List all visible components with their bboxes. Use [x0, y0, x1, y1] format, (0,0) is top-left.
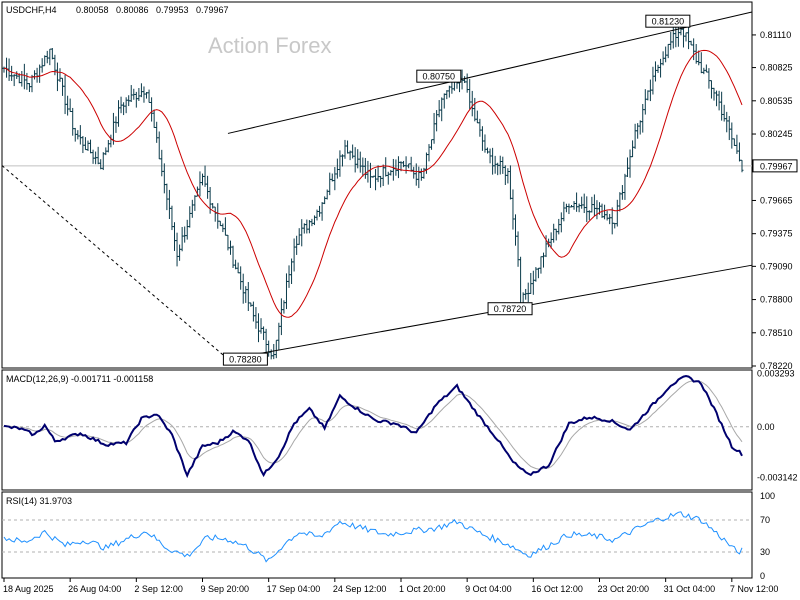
- price-annotation: 0.80750: [416, 69, 462, 83]
- x-tick-label: 26 Aug 04:00: [68, 584, 121, 594]
- y-tick-label: 0.78220: [760, 361, 793, 371]
- main-panel: [1, 1, 753, 369]
- macd-title: MACD(12,26,9) -0.001711 -0.001158: [6, 374, 153, 384]
- price-annotation: 0.78280: [222, 352, 268, 366]
- price-annotation: 0.81230: [645, 14, 691, 28]
- y-tick-label: 0.79375: [760, 229, 793, 239]
- y-tick-label: 0.80245: [760, 129, 793, 139]
- rsi-title: RSI(14) 31.9703: [6, 496, 72, 506]
- main-title: USDCHF,H4: [6, 5, 57, 15]
- macd-y-tick-label: -0.003142: [757, 472, 798, 482]
- rsi-line: [3, 511, 743, 563]
- x-tick-label: 23 Oct 20:00: [597, 584, 649, 594]
- annotation-label: 0.80750: [423, 72, 456, 82]
- x-tick-label: 1 Oct 20:00: [399, 584, 446, 594]
- rsi-y-tick-label: 100: [760, 491, 775, 501]
- x-tick-label: 24 Sep 12:00: [333, 584, 387, 594]
- ohlc-high: 0.80086: [116, 5, 149, 15]
- annotation-label: 0.78720: [494, 304, 527, 314]
- annotation-label: 0.78280: [229, 355, 262, 365]
- x-tick-label: 16 Oct 12:00: [531, 584, 583, 594]
- y-tick-label: 0.81110: [760, 30, 791, 40]
- rsi-panel: [1, 491, 753, 579]
- price-annotation: 0.78720: [487, 302, 533, 316]
- rsi-y-tick-label: 70: [760, 515, 770, 525]
- ohlc-low: 0.79953: [156, 5, 189, 15]
- macd-panel: [1, 369, 753, 491]
- y-tick-label: 0.79090: [760, 261, 793, 271]
- x-tick-label: 9 Oct 04:00: [465, 584, 512, 594]
- y-tick-label: 0.80535: [760, 96, 793, 106]
- x-tick-label: 9 Sep 20:00: [200, 584, 249, 594]
- rsi-y-tick-label: 30: [760, 547, 770, 557]
- x-tick-label: 31 Oct 04:00: [664, 584, 716, 594]
- ohlc-close: 0.79967: [196, 5, 229, 15]
- y-tick-label: 0.78510: [760, 328, 793, 338]
- channel-upper-line: [227, 11, 753, 134]
- ohlc-open: 0.80058: [76, 5, 109, 15]
- current-price-box: [752, 159, 798, 173]
- watermark: Action Forex: [208, 33, 332, 58]
- ohlc-bar: [740, 159, 744, 173]
- x-tick-label: 2 Sep 12:00: [134, 584, 183, 594]
- macd-line: [3, 374, 743, 479]
- rsi-y-tick-label: 0: [760, 571, 765, 581]
- x-tick-label: 7 Nov 12:00: [730, 584, 779, 594]
- x-tick-label: 18 Aug 2025: [3, 584, 54, 594]
- y-tick-label: 0.78800: [760, 295, 793, 305]
- y-tick-label: 0.79665: [760, 195, 793, 205]
- dashed-trend-line: [1, 165, 229, 360]
- moving-average-line: [3, 49, 743, 318]
- macd-y-tick-label: 0.00: [757, 422, 775, 432]
- y-tick-label: 0.80825: [760, 63, 793, 73]
- annotation-label: 0.81230: [652, 17, 685, 27]
- current-price-label: 0.79967: [760, 161, 793, 171]
- macd-y-tick-label: 0.003293: [757, 369, 795, 379]
- x-tick-label: 17 Sep 04:00: [267, 584, 321, 594]
